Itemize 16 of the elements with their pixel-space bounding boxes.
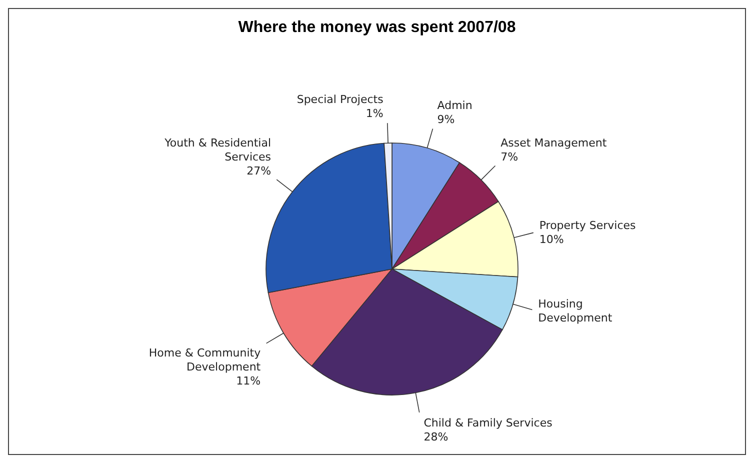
data-label: 9% bbox=[437, 112, 455, 126]
data-label: 1% bbox=[366, 106, 384, 120]
data-label: 11% bbox=[236, 374, 261, 387]
data-label: 10% bbox=[539, 232, 564, 246]
slice-label: Housing Development bbox=[538, 296, 613, 324]
slice-label: Child & Family Services bbox=[424, 416, 553, 429]
chart-title: Where the money was spent 2007/08 bbox=[237, 19, 517, 37]
slice-label: Asset Management bbox=[500, 136, 608, 149]
data-label: 7% bbox=[500, 150, 518, 163]
slice-label: Property Services bbox=[539, 218, 636, 232]
data-label: 27% bbox=[246, 164, 272, 177]
data-label: 28% bbox=[424, 430, 448, 443]
slice-label: Youth & Residential Services bbox=[164, 136, 272, 163]
slice-label: Home & Community Development bbox=[148, 346, 262, 373]
slice-label: Admin bbox=[437, 98, 472, 112]
slice-label: Special Projects bbox=[296, 92, 384, 106]
